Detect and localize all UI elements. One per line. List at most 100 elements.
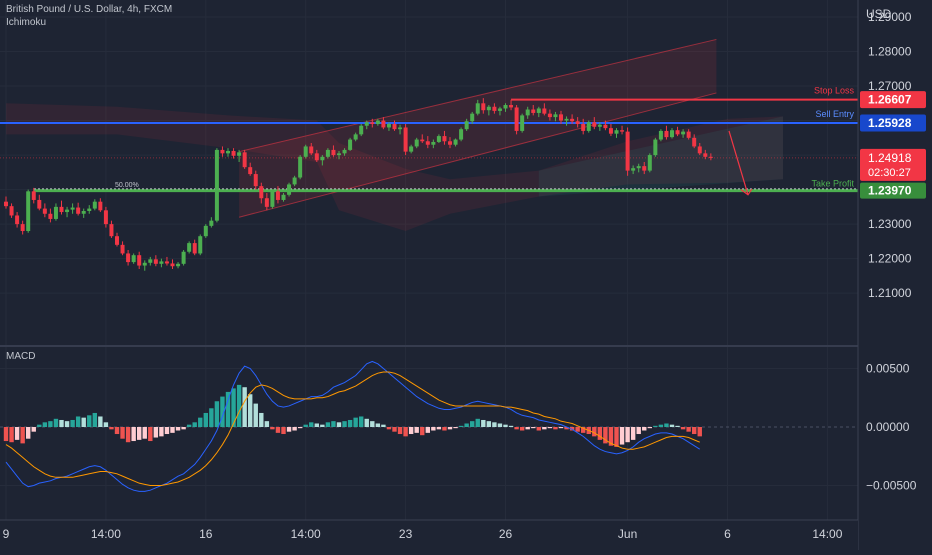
current-price-label: 1.24918 (868, 151, 912, 165)
macd-pane (0, 345, 932, 492)
symbol-title[interactable]: British Pound / U.S. Dollar, 4h, FXCM (6, 4, 173, 15)
candle-body (187, 243, 192, 252)
candle-body (342, 149, 347, 154)
candle-body (226, 150, 230, 154)
macd-histogram-bar (392, 427, 397, 432)
macd-histogram-bar (447, 427, 453, 430)
macd-histogram-bar (608, 427, 614, 446)
indicator-label[interactable]: Ichimoku (6, 17, 47, 28)
macd-histogram-bar (9, 427, 14, 443)
price-tick-label: 1.23000 (868, 217, 912, 231)
macd-histogram-bar (531, 427, 536, 429)
price-axis-unit: USD (866, 7, 892, 21)
candle-body (631, 168, 636, 171)
macd-histogram-bar (414, 427, 419, 433)
macd-histogram-bar (275, 427, 281, 433)
candle-body (42, 208, 47, 214)
candle-body (142, 262, 147, 266)
macd-histogram-bar (270, 427, 275, 430)
candle-body (115, 236, 119, 245)
macd-histogram-bar (53, 418, 59, 427)
candle-body (220, 149, 225, 154)
candle-body (176, 263, 181, 267)
macd-histogram-bar (120, 427, 125, 439)
cloud-band-bearish (6, 103, 783, 232)
stop-loss-price-tag (860, 91, 926, 109)
macd-histogram-bar (142, 427, 147, 439)
macd-histogram-bar (31, 427, 36, 432)
candle-body (325, 149, 330, 157)
macd-histogram-bar (175, 427, 181, 431)
channel-upper-line (238, 38, 717, 153)
macd-histogram-bar (70, 419, 75, 427)
candle-body (697, 146, 702, 154)
ascending-channel[interactable] (238, 38, 717, 218)
time-tick-label: 6 (724, 527, 731, 541)
candle-body (203, 225, 208, 237)
candle-body (647, 155, 652, 171)
candle-body (98, 201, 103, 211)
macd-histogram-bar (347, 419, 353, 427)
candle-body (353, 134, 358, 140)
macd-line (5, 360, 701, 492)
candle-body (542, 108, 547, 114)
sell-entry-price-label: 1.25928 (868, 116, 912, 130)
channel-lower-line (238, 92, 717, 218)
macd-histogram-bar (470, 421, 475, 427)
macd-histogram-bar (325, 422, 331, 427)
time-tick-label: 26 (499, 527, 513, 541)
macd-histogram-bar (475, 418, 480, 427)
candle-body (287, 184, 292, 195)
macd-histogram-bar (519, 427, 525, 431)
candle-body (658, 130, 663, 140)
candle-body (486, 106, 491, 111)
macd-histogram-bar (669, 424, 675, 427)
candle-body (475, 103, 480, 114)
candle-body (120, 244, 125, 254)
price-tick-label: 1.28000 (868, 45, 912, 59)
candle-body (431, 141, 436, 145)
projection-arrow-head (740, 188, 753, 196)
macd-histogram-bar (131, 427, 136, 442)
macd-histogram-bar (103, 422, 109, 427)
candle-body (597, 124, 602, 127)
projection-arrow[interactable] (728, 130, 753, 196)
candle-body (9, 206, 14, 216)
macd-tick-label: −0.00500 (866, 479, 917, 493)
candle-body (259, 186, 264, 199)
candle-body (320, 156, 325, 161)
macd-histogram-bar (697, 427, 702, 437)
macd-label[interactable]: MACD (6, 351, 36, 362)
candle-body (153, 259, 158, 264)
macd-histogram-bar (442, 427, 447, 431)
candle-body (442, 136, 447, 142)
candle-body (253, 174, 258, 187)
time-tick-label: 16 (199, 527, 213, 541)
macd-histogram-bar (336, 422, 342, 427)
macd-histogram-bar (525, 427, 530, 430)
macd-histogram-bar (619, 427, 625, 445)
time-axis-panel (0, 520, 858, 550)
macd-histogram-bar (464, 423, 469, 427)
macd-histogram-bar (81, 417, 86, 427)
candle-body (270, 191, 275, 207)
candle-body (337, 153, 341, 156)
candle-body (70, 207, 75, 210)
macd-histogram-bar (309, 422, 314, 427)
macd-histogram-bar (636, 427, 641, 435)
candle-body (348, 139, 353, 150)
candle-body (570, 118, 575, 122)
candle-body (536, 108, 541, 113)
candle-body (531, 109, 536, 113)
macd-histogram-bar (3, 427, 9, 442)
trade-levels[interactable]: Stop Loss Sell Entry Take Profit 50.00% (0, 86, 858, 193)
candle-body (586, 122, 591, 131)
fib-50-label: 50.00% (115, 182, 139, 189)
candle-body (164, 261, 169, 264)
macd-histogram-bar (420, 427, 425, 436)
candle-body (59, 206, 64, 213)
macd-histogram-bar (359, 416, 364, 427)
macd-histogram-bar (236, 384, 242, 427)
stop-loss-price-label: 1.26607 (868, 93, 912, 107)
